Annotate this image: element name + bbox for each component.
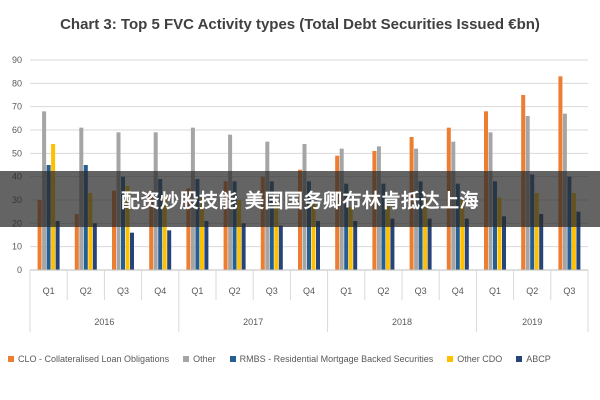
bar	[348, 207, 353, 270]
legend-swatch	[516, 356, 523, 362]
bar	[149, 190, 154, 270]
legend-label: Other CDO	[457, 354, 503, 364]
bar	[112, 190, 116, 270]
x-tick-label: Q2	[526, 286, 538, 296]
x-tick-label: Q2	[377, 286, 389, 296]
y-axis-ticks: 0102030405060708090	[12, 55, 22, 275]
bar	[199, 197, 204, 270]
legend-item: Other	[183, 354, 216, 364]
bar	[274, 202, 279, 270]
x-tick-label: Q3	[266, 286, 278, 296]
bar	[55, 221, 60, 270]
bar	[460, 200, 465, 270]
bar	[385, 204, 390, 270]
legend-swatch	[8, 356, 14, 362]
legend-item: ABCP	[516, 354, 551, 364]
legend-item: Other CDO	[447, 354, 502, 364]
x-tick-label: Q1	[340, 286, 352, 296]
year-label: 2017	[243, 317, 263, 327]
chart-title: Chart 3: Top 5 FVC Activity types (Total…	[60, 16, 540, 33]
y-tick-label: 0	[17, 265, 22, 275]
legend-label: RMBS - Residential Mortgage Backed Secur…	[239, 354, 434, 364]
x-tick-label: Q1	[191, 286, 203, 296]
legend-label: ABCP	[526, 354, 551, 364]
bar	[464, 218, 469, 270]
caption-banner: 配资炒股技能 美国国务卿布林肯抵达上海	[0, 171, 600, 227]
x-tick-label: Q1	[489, 286, 501, 296]
caption-text: 配资炒股技能 美国国务卿布林肯抵达上海	[120, 189, 480, 212]
legend-item: CLO - Collateralised Loan Obligations	[8, 354, 169, 364]
year-label: 2016	[94, 317, 114, 327]
y-tick-label: 90	[12, 55, 22, 65]
bar	[130, 232, 134, 270]
bar	[92, 223, 97, 270]
x-tick-label: Q4	[154, 286, 166, 296]
bar	[576, 211, 581, 270]
x-tick-label: Q3	[563, 286, 575, 296]
x-tick-label: Q3	[415, 286, 427, 296]
bar	[539, 214, 544, 270]
bar	[88, 193, 93, 270]
bar	[167, 230, 172, 270]
legend-swatch	[183, 356, 190, 362]
bar	[497, 197, 502, 270]
year-label: 2018	[392, 317, 412, 327]
x-tick-label: Q2	[80, 286, 92, 296]
bar	[278, 225, 283, 270]
y-tick-label: 70	[12, 102, 22, 112]
bar	[162, 195, 167, 270]
bar	[390, 218, 395, 270]
bar	[502, 216, 506, 270]
x-axis-ticks: Q1 Q2 Q3 Q4 Q1 Q2 Q3 Q4 Q1 Q2 Q3 Q4 Q1 Q2 Q3 2016 2017 20…	[29, 269, 589, 332]
bar	[237, 200, 242, 270]
bar	[204, 221, 209, 270]
bar	[125, 186, 130, 270]
bar	[186, 188, 191, 270]
bar	[423, 200, 428, 270]
x-tick-label: Q3	[117, 286, 129, 296]
chart-legend: CLO - Collateralised Loan Obligations Oth…	[8, 354, 598, 364]
legend-label: CLO - Collateralised Loan Obligations	[18, 354, 170, 364]
bar	[427, 218, 432, 270]
legend-label: Other	[193, 354, 216, 364]
x-tick-label: Q2	[229, 286, 241, 296]
x-tick-label: Q1	[43, 286, 55, 296]
y-tick-label: 10	[12, 242, 22, 252]
bar	[353, 221, 358, 270]
bar	[311, 202, 316, 270]
x-tick-label: Q4	[303, 286, 315, 296]
bar	[74, 214, 79, 270]
bar	[571, 193, 576, 270]
year-label: 2019	[522, 317, 542, 327]
y-tick-label: 50	[12, 148, 22, 158]
bar	[241, 223, 246, 270]
legend-swatch	[229, 356, 236, 362]
bar	[37, 200, 42, 270]
y-tick-label: 80	[12, 78, 22, 88]
y-tick-label: 60	[12, 125, 22, 135]
x-tick-label: Q4	[452, 286, 464, 296]
bar	[316, 221, 320, 270]
legend-item: RMBS - Residential Mortgage Backed Secur…	[229, 354, 434, 364]
legend-swatch	[447, 356, 454, 362]
bar	[534, 193, 539, 270]
